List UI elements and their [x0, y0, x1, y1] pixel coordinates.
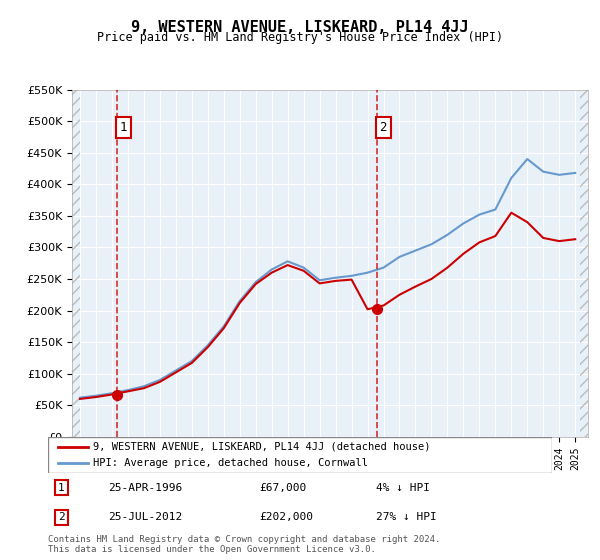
Bar [72, 90, 80, 437]
Text: 4% ↓ HPI: 4% ↓ HPI [376, 483, 430, 493]
Text: 1: 1 [58, 483, 65, 493]
Text: Contains HM Land Registry data © Crown copyright and database right 2024.
This d: Contains HM Land Registry data © Crown c… [48, 535, 440, 554]
Text: £202,000: £202,000 [260, 512, 314, 522]
Bar [580, 90, 588, 437]
Text: 9, WESTERN AVENUE, LISKEARD, PL14 4JJ: 9, WESTERN AVENUE, LISKEARD, PL14 4JJ [131, 20, 469, 35]
Text: Price paid vs. HM Land Registry's House Price Index (HPI): Price paid vs. HM Land Registry's House … [97, 31, 503, 44]
FancyBboxPatch shape [48, 437, 552, 473]
Text: 1: 1 [119, 121, 127, 134]
Text: 27% ↓ HPI: 27% ↓ HPI [376, 512, 436, 522]
Text: 25-JUL-2012: 25-JUL-2012 [109, 512, 183, 522]
Text: 9, WESTERN AVENUE, LISKEARD, PL14 4JJ (detached house): 9, WESTERN AVENUE, LISKEARD, PL14 4JJ (d… [94, 442, 431, 452]
Text: 25-APR-1996: 25-APR-1996 [109, 483, 183, 493]
Text: 2: 2 [379, 121, 387, 134]
Text: 2: 2 [58, 512, 65, 522]
Text: £67,000: £67,000 [260, 483, 307, 493]
Text: HPI: Average price, detached house, Cornwall: HPI: Average price, detached house, Corn… [94, 458, 368, 468]
